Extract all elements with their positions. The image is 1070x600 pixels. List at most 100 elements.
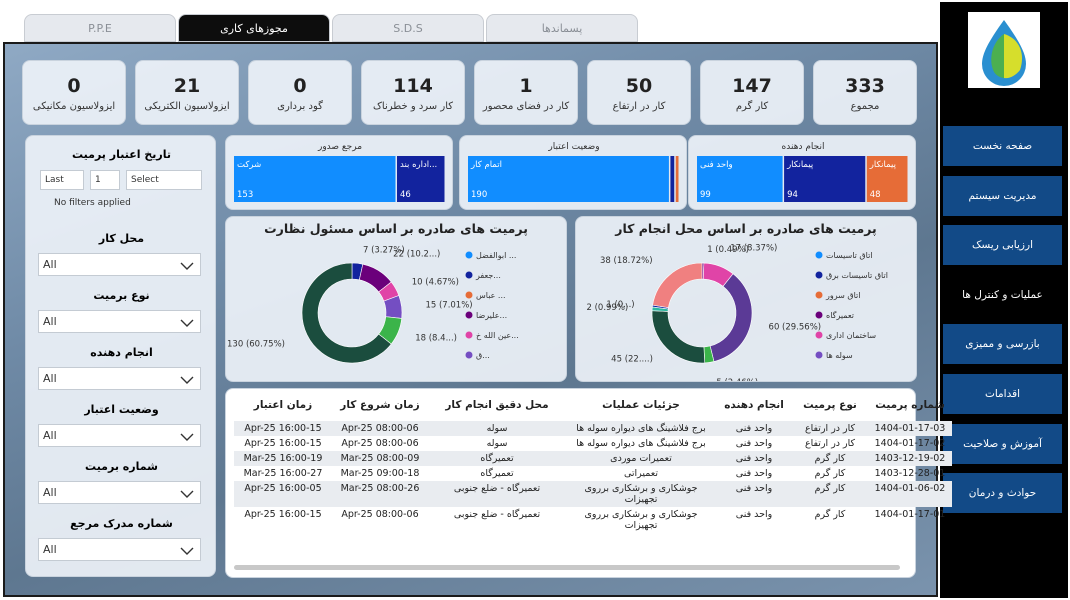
- kpi-value: 21: [173, 75, 201, 97]
- table-row[interactable]: 1403-12-19-02 کار گرم واحد فنی تعمیرات مورد…: [234, 451, 952, 466]
- scrollbar[interactable]: [234, 565, 900, 570]
- treemap-tile: [866, 156, 908, 202]
- table-row[interactable]: 1403-12-28-01 کار گرم واحد فنی تعمیراتی تعمی…: [234, 466, 952, 481]
- legend-label: سوله ها: [826, 351, 853, 360]
- kpi-label: مجموع: [850, 101, 880, 112]
- treemap-card: مرجع صدور شرکت 153 اداره بند... 46: [225, 135, 453, 210]
- nav-button[interactable]: اقدامات: [943, 374, 1062, 414]
- treemap-title: انجام دهنده: [782, 142, 825, 152]
- tile-value: 99: [700, 190, 711, 200]
- table-cell: جوشکاری و برشکاری برروی تجهیزات: [566, 481, 716, 507]
- filter-panel: تاریخ اعتبار پرمیت Last 1 Select No filters …: [25, 135, 216, 577]
- treemap: مرجع صدور شرکت 153 اداره بند... 46: [234, 142, 445, 202]
- table-cell: 27-Mar-25 16:00: [243, 468, 323, 479]
- nav-button[interactable]: آموزش و صلاحیت: [943, 423, 1062, 464]
- kpi-card: 50 کار در ارتفاع: [587, 60, 691, 125]
- dropdown[interactable]: All: [38, 424, 201, 447]
- kpi-label: ایزولاسیون الکتریکی: [144, 101, 230, 112]
- treemap-tile: [396, 156, 445, 202]
- nav-button[interactable]: مدیریت سیستم: [943, 175, 1062, 216]
- logo-icon: [982, 20, 1026, 86]
- legend-swatch: [465, 351, 473, 359]
- table-cell: کار در ارتفاع: [804, 438, 856, 449]
- nav-button[interactable]: بازرسی و ممیزی: [943, 324, 1062, 365]
- dropdown[interactable]: All: [38, 253, 201, 276]
- table-cell: 06-Apr-25 08:00: [341, 509, 419, 520]
- table-cell: واحد فنی: [735, 468, 773, 479]
- dropdown[interactable]: All: [38, 538, 201, 561]
- donut-segment: [301, 262, 392, 364]
- kpi-card: 114 کار سرد و خطرناک: [361, 60, 465, 125]
- tab[interactable]: P.P.E: [24, 14, 176, 42]
- tile-value: 190: [471, 190, 487, 200]
- relative-date-input[interactable]: 1: [90, 170, 120, 190]
- kpi-label: ایزولاسیون مکانیکی: [32, 101, 116, 112]
- legend-label: ابوالفضل ...: [476, 251, 516, 260]
- legend-label: اتاق تاسیسات برق: [826, 271, 888, 280]
- table-row[interactable]: 1404-01-17-01 کار گرم واحد فنی جوشکاری و بر…: [234, 507, 952, 533]
- dropdown-label: وضعیت اعتبار: [84, 403, 159, 416]
- chevron-path: [180, 490, 194, 498]
- kpi-value: 147: [732, 75, 772, 97]
- donut-chart: پرمیت های صادره بر اساس مسئول نظارت 7 (3.…: [227, 221, 528, 364]
- treemap-tile: [234, 156, 396, 202]
- table-cell: 1403-12-28-01: [874, 468, 946, 479]
- nav-button[interactable]: صفحه نخست: [943, 126, 1062, 166]
- table-cell: تعمیرگاه - ضلع جنوبی: [453, 509, 541, 520]
- table-cell: کار گرم: [814, 509, 846, 520]
- table-cell: 19-Mar-25 16:00: [234, 451, 332, 466]
- legend-label: ق...: [476, 351, 490, 360]
- logo: [968, 12, 1040, 88]
- data-label: 2 (0.99%): [586, 303, 628, 313]
- legend-swatch: [815, 271, 823, 279]
- data-label: 15 (7.01%): [425, 300, 472, 310]
- legend-swatch: [815, 331, 823, 339]
- tile-label: واحد فنی: [700, 160, 733, 170]
- treemap-tile: [675, 156, 679, 202]
- relative-date-input[interactable]: Select: [126, 170, 202, 190]
- tile-label: اداره بند...: [400, 160, 437, 170]
- legend-swatch: [815, 251, 823, 259]
- treemap-tile: [697, 156, 783, 202]
- kpi-value: 333: [845, 75, 885, 97]
- column-header: جزئیات عملیات: [602, 399, 680, 411]
- dropdown[interactable]: All: [38, 310, 201, 333]
- kpi-value: 0: [67, 75, 81, 97]
- table-cell: 18-Mar-25 09:00: [340, 468, 420, 479]
- table-cell: کار گرم: [814, 468, 846, 479]
- chevron: [180, 490, 194, 498]
- table-cell: کار گرم: [792, 451, 868, 466]
- data-label: 18 (8.4...): [415, 333, 457, 343]
- dropdown-value: All: [43, 543, 57, 556]
- tile-label: پیمانکار: [786, 160, 814, 170]
- kpi-card: 1 کار در فضای محصور: [474, 60, 578, 125]
- legend-label: اتاق تاسیسات: [826, 251, 873, 260]
- tab[interactable]: پسماندها: [486, 14, 638, 42]
- treemap: وضعیت اعتبار اتمام کار 190: [468, 142, 679, 202]
- kpi-card: 147 کار گرم: [700, 60, 804, 125]
- dropdown[interactable]: All: [38, 481, 201, 504]
- legend-label: جعفر...: [475, 271, 501, 280]
- table-row[interactable]: 1404-01-17-03 کار در ارتفاع واحد فنی برج فل…: [234, 421, 952, 436]
- legend-swatch: [815, 311, 823, 319]
- dropdown-label: شماره برمیت: [85, 460, 158, 473]
- table-row[interactable]: 1404-01-06-02 کار گرم واحد فنی جوشکاری و بر…: [234, 481, 952, 507]
- table-cell: 1404-01-17-03: [868, 421, 952, 436]
- table-cell: کار در ارتفاع: [792, 421, 868, 436]
- tile-label: پیمانکار: [869, 160, 897, 170]
- treemap-tile: [468, 156, 669, 202]
- tab[interactable]: S.D.S: [332, 14, 484, 42]
- table-cell: 15-Apr-25 16:00: [244, 438, 322, 449]
- dropdown-value: All: [43, 372, 57, 385]
- chevron-path: [180, 319, 194, 327]
- tab[interactable]: مجوزهای کاری: [178, 14, 330, 42]
- table-cell: واحد فنی: [716, 451, 792, 466]
- nav-button[interactable]: ارزیابی ریسک: [943, 225, 1062, 266]
- table-row[interactable]: 1404-01-17-02 کار در ارتفاع واحد فنی برج فل…: [234, 436, 952, 451]
- nav-button[interactable]: عملیات و کنترل ها: [943, 274, 1062, 315]
- dropdown-label: محل کار: [98, 232, 145, 245]
- relative-date-input[interactable]: Last: [40, 170, 84, 190]
- nav-button[interactable]: حوادث و درمان: [943, 473, 1062, 514]
- kpi-card: 21 ایزولاسیون الکتریکی: [135, 60, 239, 125]
- dropdown[interactable]: All: [38, 367, 201, 390]
